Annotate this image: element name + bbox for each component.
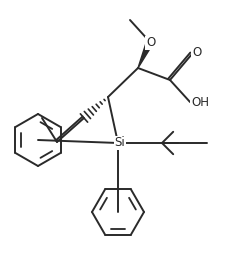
Text: Si: Si (115, 136, 125, 150)
Polygon shape (138, 40, 153, 68)
Text: OH: OH (191, 96, 209, 108)
Text: O: O (146, 37, 156, 49)
Text: O: O (192, 46, 202, 60)
